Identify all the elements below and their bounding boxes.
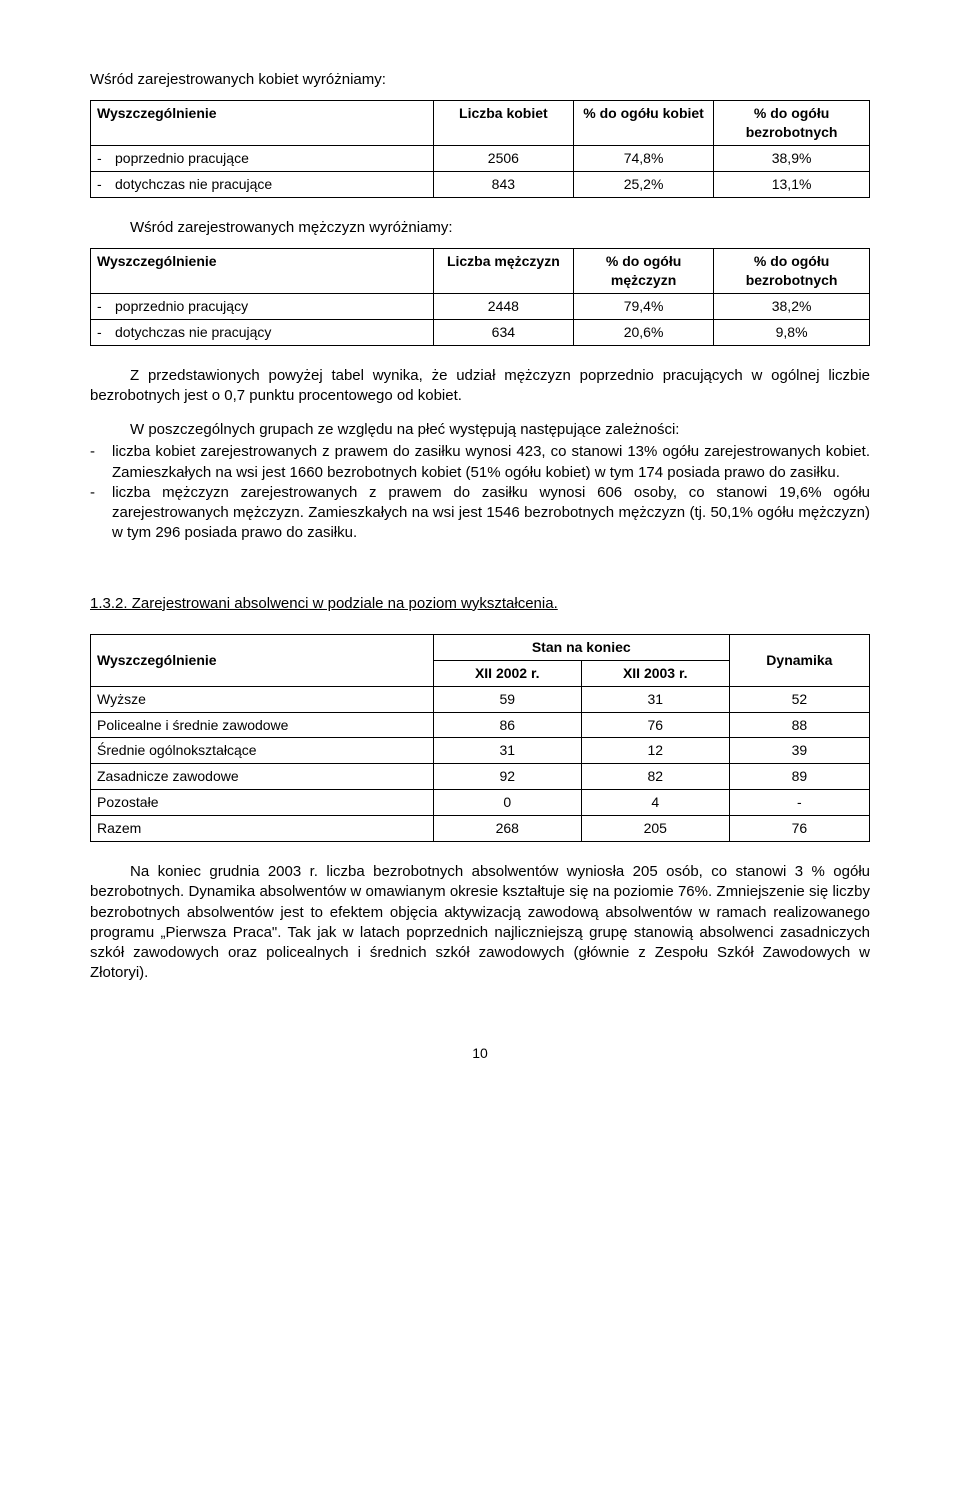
cell: 82 xyxy=(581,764,729,790)
cell: 38,2% xyxy=(714,293,870,319)
cell: 86 xyxy=(433,712,581,738)
cell: - xyxy=(729,790,869,816)
cell: 92 xyxy=(433,764,581,790)
t2-h2: Liczba mężczyzn xyxy=(433,249,573,294)
cell: 89 xyxy=(729,764,869,790)
t3-h2: Stan na koniec xyxy=(433,634,729,660)
t1-h3: % do ogółu kobiet xyxy=(573,101,713,146)
cell: 205 xyxy=(581,816,729,842)
paragraph-1: Z przedstawionych powyżej tabel wynika, … xyxy=(90,366,870,407)
intro-text-2: Wśród zarejestrowanych mężczyzn wyróżnia… xyxy=(90,218,870,238)
row-name: poprzednio pracujące xyxy=(115,149,249,168)
cell: 76 xyxy=(581,712,729,738)
bullet-dash-icon: - xyxy=(90,442,112,483)
t3-h1: Wyszczególnienie xyxy=(91,634,434,686)
cell: 0 xyxy=(433,790,581,816)
t3-h2b: XII 2003 r. xyxy=(581,660,729,686)
row-name: dotychczas nie pracujący xyxy=(115,323,271,342)
row-dash: - xyxy=(97,297,115,316)
cell: Pozostałe xyxy=(91,790,434,816)
t1-h1: Wyszczególnienie xyxy=(91,101,434,146)
cell: 2448 xyxy=(433,293,573,319)
cell: 268 xyxy=(433,816,581,842)
table-row: Pozostałe 0 4 - xyxy=(91,790,870,816)
t2-h1: Wyszczególnienie xyxy=(91,249,434,294)
bullet-text: liczba kobiet zarejestrowanych z prawem … xyxy=(112,442,870,483)
table-row: Wyższe 59 31 52 xyxy=(91,686,870,712)
t1-h2: Liczba kobiet xyxy=(433,101,573,146)
cell: 59 xyxy=(433,686,581,712)
cell: 2506 xyxy=(433,146,573,172)
bullet-list: - liczba kobiet zarejestrowanych z prawe… xyxy=(90,442,870,543)
table-graduates: Wyszczególnienie Stan na koniec Dynamika… xyxy=(90,634,870,842)
row-dash: - xyxy=(97,175,115,194)
cell: Zasadnicze zawodowe xyxy=(91,764,434,790)
paragraph-3: Na koniec grudnia 2003 r. liczba bezrobo… xyxy=(90,862,870,984)
t3-h2a: XII 2002 r. xyxy=(433,660,581,686)
cell: 31 xyxy=(433,738,581,764)
row-name: poprzednio pracujący xyxy=(115,297,248,316)
cell: Średnie ogólnokształcące xyxy=(91,738,434,764)
table-row: -dotychczas nie pracujący 634 20,6% 9,8% xyxy=(91,319,870,345)
cell: 20,6% xyxy=(573,319,713,345)
table-row: -poprzednio pracujący 2448 79,4% 38,2% xyxy=(91,293,870,319)
list-item: - liczba kobiet zarejestrowanych z prawe… xyxy=(90,442,870,483)
cell: Razem xyxy=(91,816,434,842)
t2-h3: % do ogółu mężczyzn xyxy=(573,249,713,294)
table-row: -poprzednio pracujące 2506 74,8% 38,9% xyxy=(91,146,870,172)
row-name: dotychczas nie pracujące xyxy=(115,175,272,194)
section-heading: 1.3.2. Zarejestrowani absolwenci w podzi… xyxy=(90,594,870,614)
cell: Policealne i średnie zawodowe xyxy=(91,712,434,738)
row-dash: - xyxy=(97,323,115,342)
cell: 39 xyxy=(729,738,869,764)
cell: 9,8% xyxy=(714,319,870,345)
cell: 634 xyxy=(433,319,573,345)
t3-h3: Dynamika xyxy=(729,634,869,686)
table-row: -dotychczas nie pracujące 843 25,2% 13,1… xyxy=(91,171,870,197)
bullet-text: liczba mężczyzn zarejestrowanych z prawe… xyxy=(112,483,870,544)
cell: 31 xyxy=(581,686,729,712)
list-item: - liczba mężczyzn zarejestrowanych z pra… xyxy=(90,483,870,544)
bullet-dash-icon: - xyxy=(90,483,112,544)
cell: 25,2% xyxy=(573,171,713,197)
cell: 38,9% xyxy=(714,146,870,172)
intro-text-1: Wśród zarejestrowanych kobiet wyróżniamy… xyxy=(90,70,870,90)
table-row: Średnie ogólnokształcące 31 12 39 xyxy=(91,738,870,764)
table-row: Zasadnicze zawodowe 92 82 89 xyxy=(91,764,870,790)
table-row: Razem 268 205 76 xyxy=(91,816,870,842)
cell: 843 xyxy=(433,171,573,197)
cell: 74,8% xyxy=(573,146,713,172)
row-dash: - xyxy=(97,149,115,168)
page-number: 10 xyxy=(90,1044,870,1063)
cell: 13,1% xyxy=(714,171,870,197)
cell: 12 xyxy=(581,738,729,764)
table-women: Wyszczególnienie Liczba kobiet % do ogół… xyxy=(90,100,870,198)
cell: 88 xyxy=(729,712,869,738)
t1-h4: % do ogółu bezrobotnych xyxy=(714,101,870,146)
t2-h4: % do ogółu bezrobotnych xyxy=(714,249,870,294)
cell: 79,4% xyxy=(573,293,713,319)
paragraph-2: W poszczególnych grupach ze względu na p… xyxy=(90,420,870,440)
table-men: Wyszczególnienie Liczba mężczyzn % do og… xyxy=(90,248,870,346)
cell: 76 xyxy=(729,816,869,842)
table-row: Policealne i średnie zawodowe 86 76 88 xyxy=(91,712,870,738)
cell: Wyższe xyxy=(91,686,434,712)
cell: 52 xyxy=(729,686,869,712)
cell: 4 xyxy=(581,790,729,816)
